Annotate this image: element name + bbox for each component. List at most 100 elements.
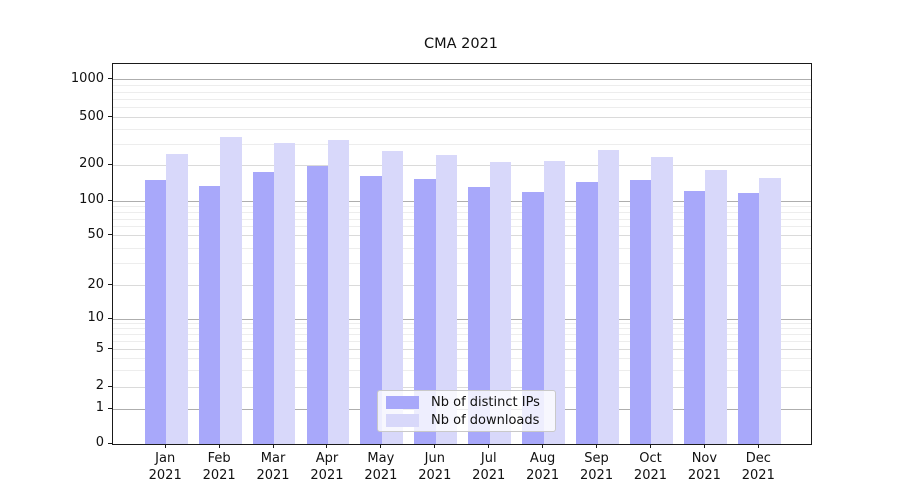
bar-mar-downloads (274, 142, 296, 444)
bar-apr-distinct-ips (306, 165, 328, 444)
x-tick-year: 2021 (364, 467, 398, 483)
legend-swatch-distinct-ips (386, 395, 419, 409)
bar-jul-downloads (489, 161, 512, 444)
minor-gridline (113, 341, 811, 343)
bar-nov-downloads (705, 169, 727, 444)
legend-item-distinct-ips: Nb of distinct IPs (386, 394, 547, 411)
minor-gridline (113, 247, 811, 249)
bar-aug-downloads (543, 161, 566, 444)
minor-gridline (113, 143, 811, 145)
x-tick-year: 2021 (741, 467, 775, 483)
chart-title: CMA 2021 (423, 36, 499, 52)
bar-jun-distinct-ips (414, 179, 436, 444)
x-tick-mark-jul (488, 444, 490, 448)
x-tick-year: 2021 (633, 467, 668, 483)
bar-sep-downloads (597, 150, 619, 444)
y-tick-mark-10 (108, 317, 112, 319)
x-tick-year: 2021 (526, 467, 560, 483)
x-tick-label-jun: Jun 2021 (407, 451, 463, 484)
gridline-10 (113, 318, 811, 320)
x-tick-year: 2021 (310, 467, 344, 483)
gridline-5 (113, 349, 811, 351)
bar-jun-downloads (435, 154, 458, 444)
x-tick-label-sep: Sep 2021 (569, 451, 625, 484)
y-tick-label-5: 5 (95, 340, 104, 356)
legend-swatch-downloads (386, 413, 419, 427)
legend-label-downloads: Nb of downloads (431, 412, 540, 428)
x-tick-label-nov: Nov 2021 (676, 451, 732, 484)
y-tick-mark-500 (108, 116, 112, 118)
minor-gridline (113, 91, 811, 93)
minor-gridline (113, 107, 811, 109)
bar-jul-distinct-ips (468, 187, 490, 444)
minor-gridline (113, 99, 811, 101)
x-tick-label-oct: Oct 2021 (622, 451, 678, 484)
x-tick-label-feb: Feb 2021 (191, 451, 247, 484)
y-tick-mark-5 (108, 348, 112, 350)
x-tick-mark-may (380, 444, 382, 448)
gridline-200 (113, 164, 811, 166)
x-tick-label-jan: Jan 2021 (137, 451, 193, 484)
bar-mar-distinct-ips (252, 172, 275, 444)
gridline-50 (113, 235, 811, 237)
x-tick-mark-jun (434, 444, 436, 448)
minor-gridline (113, 328, 811, 330)
y-tick-mark-50 (108, 234, 112, 236)
y-tick-label-100: 100 (79, 192, 104, 208)
x-tick-mark-feb (218, 444, 220, 448)
x-tick-label-jul: Jul 2021 (461, 451, 517, 484)
x-tick-mark-apr (326, 444, 328, 448)
y-tick-mark-1000 (108, 78, 112, 80)
gridline-500 (113, 117, 811, 119)
x-tick-label-aug: Aug 2021 (515, 451, 571, 484)
y-tick-label-0: 0 (95, 435, 104, 450)
x-tick-year: 2021 (418, 467, 452, 483)
y-tick-mark-2 (108, 385, 112, 387)
x-tick-year: 2021 (256, 467, 290, 483)
minor-gridline (113, 218, 811, 220)
bar-nov-distinct-ips (684, 191, 706, 444)
bar-jan-distinct-ips (144, 180, 167, 444)
y-tick-mark-1 (108, 407, 112, 409)
x-tick-mark-oct (649, 444, 651, 448)
gridline-100 (113, 200, 811, 202)
x-tick-mark-jan (164, 444, 166, 448)
y-tick-mark-200 (108, 163, 112, 165)
x-tick-label-mar: Mar 2021 (245, 451, 301, 484)
bar-aug-distinct-ips (522, 191, 544, 444)
bar-sep-distinct-ips (576, 181, 598, 444)
minor-gridline (113, 85, 811, 87)
x-tick-year: 2021 (202, 467, 236, 483)
bar-feb-downloads (220, 137, 242, 444)
bar-apr-downloads (327, 139, 350, 444)
x-tick-label-apr: Apr 2021 (299, 451, 355, 484)
y-tick-label-200: 200 (79, 156, 104, 172)
bar-oct-downloads (651, 156, 673, 444)
y-tick-label-500: 500 (79, 108, 104, 124)
x-tick-year: 2021 (687, 467, 721, 483)
minor-gridline (113, 129, 811, 131)
plot-area: Nb of distinct IPs Nb of downloads (112, 63, 812, 445)
x-tick-mark-mar (272, 444, 274, 448)
minor-gridline (113, 206, 811, 208)
x-tick-year: 2021 (148, 467, 182, 483)
y-tick-label-2: 2 (95, 378, 104, 394)
legend-label-distinct-ips: Nb of distinct IPs (431, 394, 540, 410)
x-tick-year: 2021 (580, 467, 614, 483)
bar-feb-distinct-ips (198, 186, 221, 444)
y-tick-label-50: 50 (87, 226, 104, 242)
x-tick-mark-sep (596, 444, 598, 448)
minor-gridline (113, 263, 811, 265)
bar-dec-distinct-ips (737, 192, 760, 444)
x-tick-year: 2021 (472, 467, 506, 483)
bar-jan-downloads (166, 153, 188, 444)
y-tick-mark-20 (108, 284, 112, 286)
minor-gridline (113, 370, 811, 372)
x-tick-label-dec: Dec 2021 (730, 451, 786, 484)
x-tick-mark-dec (757, 444, 759, 448)
minor-gridline (113, 226, 811, 228)
bar-may-downloads (381, 150, 404, 444)
minor-gridline (113, 334, 811, 336)
x-tick-mark-nov (703, 444, 705, 448)
